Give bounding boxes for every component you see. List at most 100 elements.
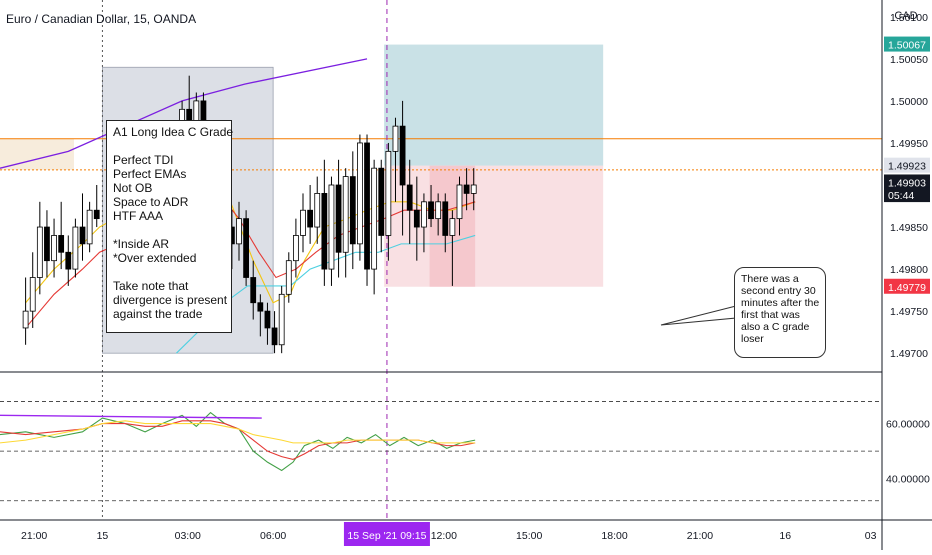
note-line: Take note that bbox=[113, 279, 189, 293]
note-line bbox=[113, 223, 225, 237]
candle-body bbox=[236, 218, 242, 245]
candle bbox=[300, 193, 306, 253]
callout-line: also a C grade bbox=[741, 321, 810, 333]
candle-body bbox=[421, 201, 427, 228]
candle bbox=[364, 134, 370, 286]
time-tick-label: 21:00 bbox=[687, 530, 713, 542]
price-badge: 1.49923 bbox=[884, 157, 930, 173]
note-line bbox=[113, 265, 225, 279]
candle bbox=[72, 218, 79, 278]
candle-body bbox=[357, 142, 363, 245]
time-tick-label: 15:00 bbox=[516, 530, 542, 542]
candle-body bbox=[342, 176, 349, 253]
candle bbox=[293, 218, 299, 278]
candle-body bbox=[29, 277, 36, 312]
current-time-label: 15 Sep '21 09:15 bbox=[347, 530, 426, 542]
time-tick-label: 18:00 bbox=[601, 530, 627, 542]
note-line: Perfect EMAs bbox=[113, 167, 187, 181]
note-line: Not OB bbox=[113, 181, 153, 195]
candle-body bbox=[278, 293, 285, 346]
price-tick-label: 1.50050 bbox=[890, 54, 928, 66]
candle-body bbox=[435, 201, 442, 220]
current-time-bg bbox=[343, 522, 430, 546]
candle-body bbox=[58, 235, 65, 253]
candle-body bbox=[65, 251, 72, 270]
candle bbox=[349, 151, 356, 270]
candle bbox=[65, 235, 72, 286]
candle bbox=[442, 193, 449, 253]
candle bbox=[243, 210, 249, 286]
candle bbox=[44, 210, 50, 278]
candle-body bbox=[406, 184, 413, 211]
candle-body bbox=[72, 226, 79, 270]
price-badge-bg bbox=[884, 157, 930, 173]
candle-body bbox=[86, 209, 93, 245]
note-line: A1 Long Idea C Grade bbox=[113, 125, 234, 139]
candle-body bbox=[51, 235, 57, 262]
candle-body bbox=[307, 209, 314, 228]
divergence-line bbox=[0, 414, 262, 419]
price-badge-label: 1.49923 bbox=[888, 161, 926, 173]
candle-body bbox=[399, 125, 406, 186]
current-time-badge: 15 Sep '21 09:15 bbox=[343, 522, 430, 546]
osc-tick-label: 60.00000 bbox=[886, 419, 930, 431]
candle bbox=[93, 185, 100, 228]
note-line: Perfect TDI bbox=[113, 153, 174, 167]
candle-body bbox=[428, 201, 434, 220]
candle-body bbox=[79, 226, 86, 245]
candle-body bbox=[456, 184, 463, 220]
candle-body bbox=[385, 150, 392, 236]
candle bbox=[36, 201, 43, 295]
note-line: divergence is present bbox=[113, 293, 228, 307]
candle bbox=[428, 185, 434, 228]
candle-body bbox=[349, 176, 356, 245]
candle bbox=[342, 168, 349, 278]
candle bbox=[264, 302, 271, 345]
candle-body bbox=[364, 142, 370, 270]
trade-note-box: A1 Long Idea C Grade Perfect TDI Perfect E… bbox=[106, 120, 234, 333]
candle bbox=[250, 260, 257, 320]
candle bbox=[385, 142, 392, 261]
candle bbox=[328, 176, 335, 286]
osc-series-0 bbox=[0, 411, 476, 472]
candle-body bbox=[293, 235, 299, 262]
candle bbox=[29, 252, 36, 328]
candle bbox=[449, 210, 456, 286]
candle bbox=[456, 176, 463, 236]
price-badge-bg bbox=[884, 278, 930, 294]
price-axis-bg bbox=[882, 0, 932, 550]
candle-body bbox=[442, 201, 449, 236]
candle bbox=[307, 185, 314, 244]
price-badge-label: 1.49903 bbox=[888, 177, 926, 189]
time-tick-label: 06:00 bbox=[260, 530, 286, 542]
candle bbox=[463, 168, 470, 211]
zone-target bbox=[384, 44, 604, 166]
candle bbox=[335, 159, 342, 278]
candle bbox=[79, 193, 86, 261]
price-tick-label: 1.49700 bbox=[890, 348, 928, 360]
candle-body bbox=[250, 277, 257, 304]
price-badge: 05:44 bbox=[884, 187, 930, 203]
second-entry-callout: There was a second entry 30 minutes after … bbox=[734, 267, 826, 358]
price-badge-label: 1.50067 bbox=[888, 40, 926, 52]
candle-body bbox=[449, 218, 456, 236]
candle bbox=[399, 100, 406, 236]
price-badge: 1.49779 bbox=[884, 278, 930, 294]
candle bbox=[257, 294, 264, 337]
candle bbox=[271, 311, 278, 354]
candle bbox=[314, 176, 321, 244]
candle-body bbox=[44, 226, 50, 262]
candle bbox=[22, 277, 29, 345]
candle bbox=[413, 176, 420, 261]
price-badge: 1.50067 bbox=[884, 36, 930, 52]
price-badge-label: 1.49779 bbox=[888, 282, 926, 294]
candle bbox=[371, 159, 378, 295]
candle bbox=[406, 159, 413, 244]
candle bbox=[435, 193, 442, 236]
price-tick-label: 1.50100 bbox=[890, 12, 928, 24]
candle bbox=[51, 218, 57, 278]
note-line: against the trade bbox=[113, 307, 203, 321]
price-badge-bg bbox=[884, 36, 930, 52]
candle-body bbox=[300, 209, 306, 236]
